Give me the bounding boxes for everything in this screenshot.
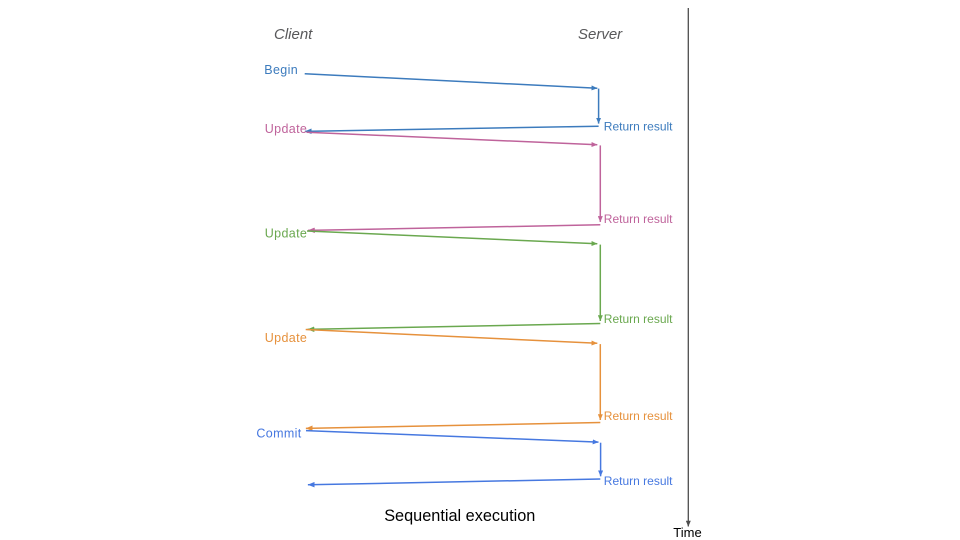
svg-text:Return result: Return result [604,119,673,133]
svg-text:Update: Update [265,122,307,136]
svg-text:Commit: Commit [256,427,301,441]
svg-text:Return result: Return result [604,312,673,326]
svg-text:Sequential execution: Sequential execution [384,507,535,525]
svg-text:Return result: Return result [604,409,673,423]
svg-text:Update: Update [265,331,307,345]
svg-text:Client: Client [274,26,313,43]
svg-text:Time: Time [673,525,701,540]
svg-text:Update: Update [265,227,307,241]
svg-text:Return result: Return result [604,212,673,226]
svg-text:Return result: Return result [604,474,673,488]
svg-text:Begin: Begin [264,63,298,77]
svg-text:Server: Server [578,26,623,43]
